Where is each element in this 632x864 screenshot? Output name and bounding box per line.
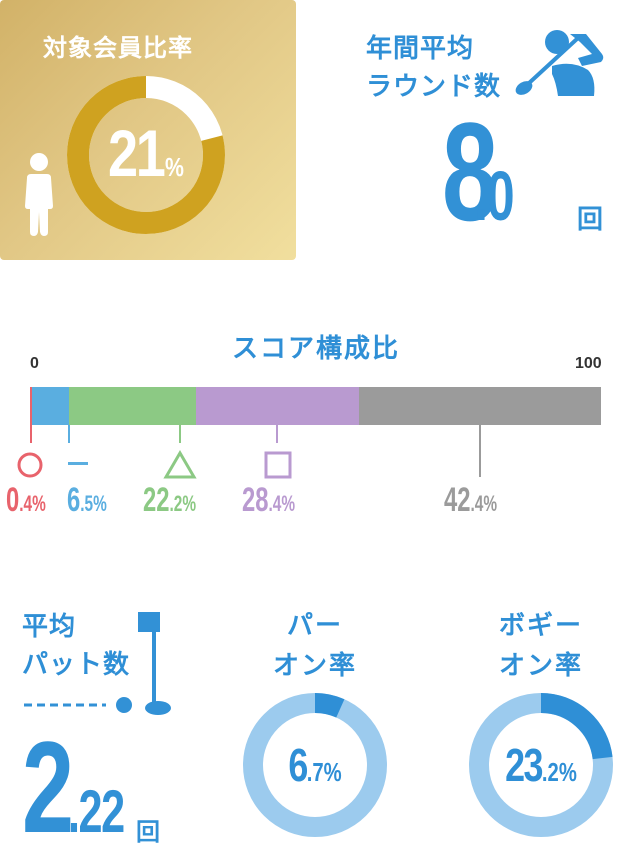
putting-flag-icon [24,612,171,715]
par-on-rate-title-line2: オン率 [272,651,357,681]
score-label-par: 6.5% [67,481,107,519]
annual-rounds-title-line1: 年間平均 [366,34,475,64]
average-putts-integer: 2 [22,714,74,860]
score-label-other: 42.4% [444,481,498,519]
square-symbol [264,451,292,479]
segment-bogey [69,387,197,425]
tick-other [479,425,481,477]
tick-bogey [179,425,181,443]
person-icon [25,153,53,236]
segment-other [358,387,602,425]
segment-par [32,387,70,425]
bogey-on-rate-title-line1: ボギー [498,611,583,641]
triangle-symbol [163,450,197,479]
tick-par [68,425,70,443]
golfer-icon [515,30,604,96]
axis-min-label: 0 [30,355,39,372]
bogey-on-rate-ring [469,693,613,837]
annual-rounds-title: 年間平均 ラウンド数 [366,30,516,106]
member-ratio-title: 対象会員比率 [43,34,193,62]
average-putts-value: 2.22 [22,722,146,852]
segment-double-bogey [196,387,359,425]
dash-symbol [68,462,88,465]
bogey-on-rate-donut [469,693,613,837]
member-ratio-donut [67,76,225,234]
member-ratio-unit: % [164,152,184,182]
score-composition-bar [30,387,602,425]
annual-rounds-integer: 8 [442,93,498,250]
segment-birdie [30,387,33,425]
par-on-rate-ring [243,693,387,837]
tick-double-bogey [276,425,278,443]
average-putts-unit: 回 [136,818,160,846]
score-label-birdie: 0.4% [6,481,46,519]
score-symbols [17,450,292,479]
member-ratio-number: 21 [108,116,166,190]
par-on-rate-title: パー オン率 [230,606,400,686]
score-composition-title: スコア構成比 [231,334,400,364]
average-putts-title-line1: 平均 [22,612,77,642]
bogey-on-rate-title-line2: オン率 [498,651,583,681]
member-ratio-ring [67,76,225,234]
score-label-bogey: 22.2% [143,481,197,519]
circle-symbol [17,452,43,478]
member-ratio-value: 21% [100,115,192,191]
annual-rounds-title-line2: ラウンド数 [366,72,502,102]
par-on-rate-value: 6.7% [288,739,342,791]
axis-max-label: 100 [575,355,602,372]
tick-birdie [30,425,32,443]
par-on-rate-title-line1: パー [286,611,343,641]
bogey-on-rate-value: 23.2% [505,739,577,791]
average-putts-title-line2: パット数 [22,650,131,680]
average-putts-decimal: .22 [68,778,125,845]
par-on-rate-donut [243,693,387,837]
annual-rounds-decimal: .0 [473,157,515,235]
average-putts-title: 平均 パット数 [22,608,162,684]
annual-rounds-value: 8.0 [442,102,528,242]
score-label-double-bogey: 28.4% [242,481,296,519]
annual-rounds-unit: 回 [577,205,604,235]
bogey-on-rate-title: ボギー オン率 [456,606,626,686]
